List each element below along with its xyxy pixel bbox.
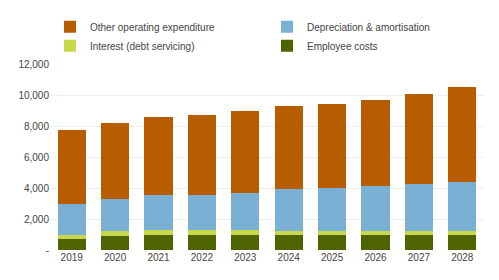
svg-text:2025: 2025 xyxy=(321,252,344,263)
svg-text:2023: 2023 xyxy=(234,252,257,263)
svg-text:-: - xyxy=(46,245,49,256)
svg-text:Other operating expenditure: Other operating expenditure xyxy=(90,22,215,33)
svg-text:2019: 2019 xyxy=(61,252,84,263)
svg-text:Depreciation & amortisation: Depreciation & amortisation xyxy=(307,22,430,33)
svg-text:6,000: 6,000 xyxy=(24,152,49,163)
svg-text:2028: 2028 xyxy=(451,252,474,263)
svg-text:2021: 2021 xyxy=(147,252,170,263)
svg-text:2024: 2024 xyxy=(278,252,301,263)
svg-text:Interest (debt servicing): Interest (debt servicing) xyxy=(90,41,195,52)
svg-text:10,000: 10,000 xyxy=(18,90,49,101)
svg-text:2022: 2022 xyxy=(191,252,214,263)
svg-text:2027: 2027 xyxy=(408,252,431,263)
svg-text:Employee costs: Employee costs xyxy=(307,41,378,52)
svg-text:4,000: 4,000 xyxy=(24,183,49,194)
svg-text:8,000: 8,000 xyxy=(24,121,49,132)
svg-text:2,000: 2,000 xyxy=(24,214,49,225)
svg-text:2026: 2026 xyxy=(364,252,387,263)
svg-text:12,000: 12,000 xyxy=(18,59,49,70)
svg-text:2020: 2020 xyxy=(104,252,127,263)
